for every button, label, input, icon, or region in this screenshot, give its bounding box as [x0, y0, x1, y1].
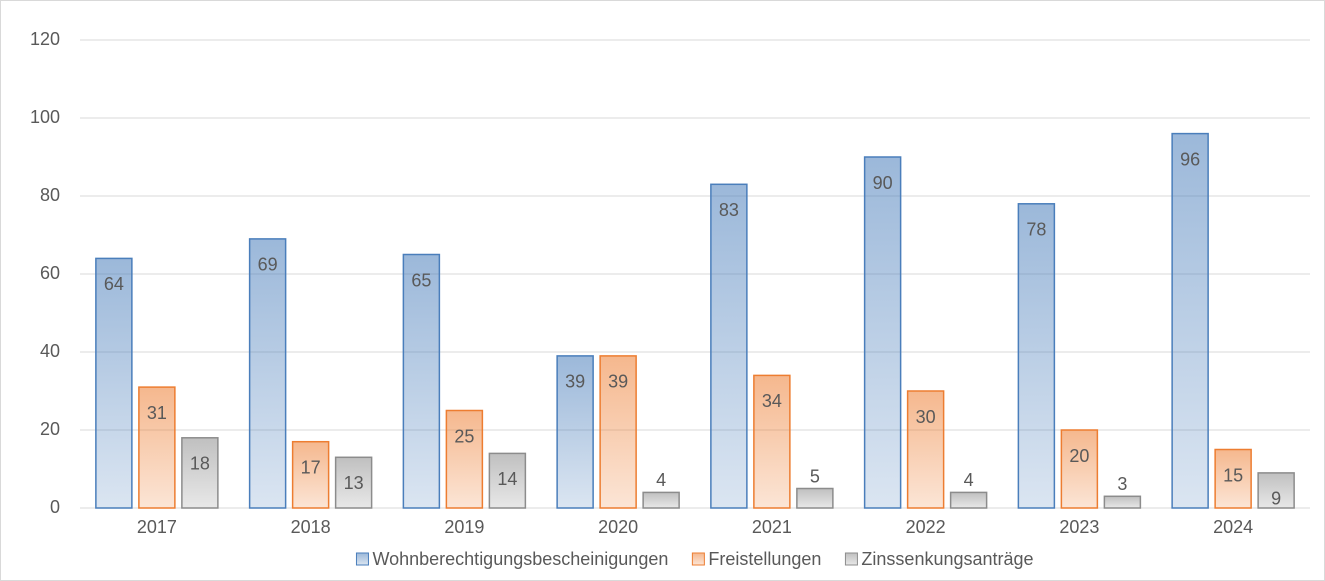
bar: [1017, 203, 1056, 509]
legend-swatch: [691, 552, 705, 566]
data-label: 96: [1180, 149, 1200, 169]
bar: [181, 437, 219, 509]
data-label: 34: [762, 391, 782, 411]
data-label: 9: [1271, 489, 1281, 509]
bar: [334, 456, 373, 509]
bar: [95, 257, 133, 509]
data-label: 30: [916, 407, 936, 427]
y-tick-label: 100: [30, 107, 60, 127]
bar: [796, 487, 834, 509]
data-label: 69: [258, 255, 278, 275]
data-label: 17: [301, 457, 321, 477]
data-label: 3: [1117, 474, 1127, 494]
x-tick-label: 2018: [291, 517, 331, 537]
data-label: 5: [810, 466, 820, 486]
bar: [291, 440, 330, 509]
bar: [248, 238, 287, 509]
data-label: 4: [656, 470, 666, 490]
data-label: 39: [565, 372, 585, 392]
bar: [1060, 429, 1099, 509]
x-tick-label: 2017: [137, 517, 177, 537]
bar: [906, 390, 945, 509]
x-tick-label: 2023: [1059, 517, 1099, 537]
y-tick-label: 60: [40, 263, 60, 283]
data-label: 14: [497, 469, 517, 489]
bar: [445, 409, 484, 509]
bar: [1103, 495, 1142, 509]
x-tick-label: 2020: [598, 517, 638, 537]
bar: [1214, 448, 1252, 509]
bar: [710, 183, 748, 509]
y-tick-label: 20: [40, 419, 60, 439]
bar: [753, 374, 791, 509]
data-label: 78: [1026, 220, 1046, 240]
data-label: 20: [1069, 446, 1089, 466]
y-tick-label: 40: [40, 341, 60, 361]
bar: [138, 386, 176, 509]
bar: [863, 156, 902, 509]
data-label: 25: [454, 426, 474, 446]
data-label: 18: [190, 454, 210, 474]
x-tick-label: 2021: [752, 517, 792, 537]
data-label: 15: [1223, 465, 1243, 485]
bar: [642, 491, 680, 509]
data-label: 64: [104, 274, 124, 294]
data-label: 4: [964, 470, 974, 490]
legend-swatch: [355, 552, 369, 566]
x-tick-label: 2022: [906, 517, 946, 537]
bar: [488, 452, 527, 509]
bar: [599, 355, 637, 509]
bar: [402, 253, 441, 509]
y-tick-label: 80: [40, 185, 60, 205]
legend-label: Freistellungen: [708, 549, 821, 569]
x-tick-label: 2024: [1213, 517, 1253, 537]
data-label: 83: [719, 200, 739, 220]
legend-label: Zinssenkungsanträge: [861, 549, 1033, 569]
data-label: 39: [608, 372, 628, 392]
legend-swatch: [844, 552, 858, 566]
bar: [949, 491, 988, 509]
x-tick-label: 2019: [444, 517, 484, 537]
bar: [1257, 472, 1295, 509]
bar: [556, 355, 594, 509]
y-tick-label: 0: [50, 497, 60, 517]
data-label: 31: [147, 403, 167, 423]
data-label: 90: [873, 173, 893, 193]
data-label: 13: [344, 473, 364, 493]
data-label: 65: [411, 270, 431, 290]
y-tick-label: 120: [30, 29, 60, 49]
legend-label: Wohnberechtigungsbescheinigungen: [372, 549, 668, 569]
bar: [1171, 132, 1209, 509]
